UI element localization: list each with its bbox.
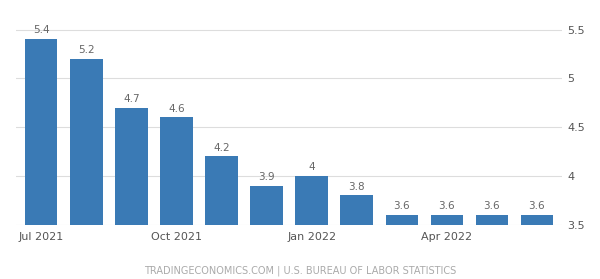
Text: 5.2: 5.2 [78, 45, 95, 55]
Text: 4.2: 4.2 [213, 143, 230, 153]
Text: TRADINGECONOMICS.COM | U.S. BUREAU OF LABOR STATISTICS: TRADINGECONOMICS.COM | U.S. BUREAU OF LA… [144, 266, 456, 276]
Bar [521, 215, 553, 225]
Text: 3.6: 3.6 [529, 201, 545, 211]
Bar [250, 186, 283, 225]
Bar [340, 196, 373, 225]
Bar [205, 157, 238, 225]
Bar [160, 117, 193, 225]
Text: 4.6: 4.6 [168, 104, 185, 114]
Text: 3.8: 3.8 [349, 182, 365, 192]
Text: 4: 4 [308, 162, 315, 172]
Text: 3.6: 3.6 [394, 201, 410, 211]
Bar [431, 215, 463, 225]
Bar [70, 59, 103, 225]
Text: 4.7: 4.7 [123, 94, 140, 104]
Bar [295, 176, 328, 225]
Bar [386, 215, 418, 225]
Bar [115, 108, 148, 225]
Text: 3.6: 3.6 [484, 201, 500, 211]
Text: 3.9: 3.9 [258, 172, 275, 182]
Bar [476, 215, 508, 225]
Text: 5.4: 5.4 [33, 25, 50, 35]
Text: 3.6: 3.6 [439, 201, 455, 211]
Bar [25, 39, 58, 225]
